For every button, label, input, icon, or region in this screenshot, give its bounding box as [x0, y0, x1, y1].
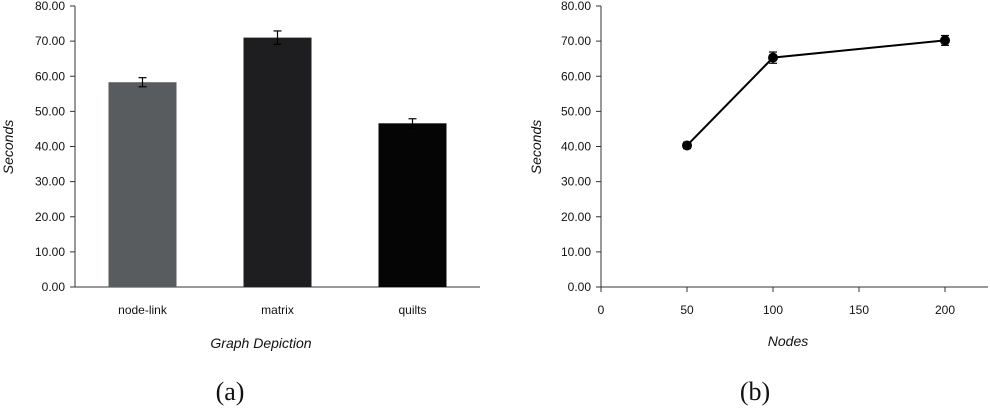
- line-chart-b: 0.00 10.00 20.00 30.00 40.00 50.00 60.00 70.00 8…: [528, 0, 988, 406]
- x-tick-label: 150: [849, 303, 869, 317]
- x-ticks-a: node-link matrix quilts: [118, 303, 426, 317]
- x-tick-label: matrix: [261, 303, 294, 317]
- caption-b: (b): [740, 377, 770, 406]
- y-tick-label: 60.00: [561, 69, 591, 83]
- y-tick-label: 20.00: [35, 210, 65, 224]
- y-tick-label: 70.00: [35, 34, 65, 48]
- data-point: [682, 140, 692, 151]
- y-tick-label: 10.00: [561, 245, 591, 259]
- y-tick-label: 70.00: [561, 34, 591, 48]
- bar: [243, 37, 312, 287]
- bar: [108, 82, 177, 287]
- x-tick-label: quilts: [398, 303, 426, 317]
- error-bar: [273, 30, 282, 45]
- data-point: [940, 35, 950, 46]
- y-tick-label: 40.00: [561, 140, 591, 154]
- caption-a: (a): [216, 377, 245, 406]
- y-ticks-a: 0.00 10.00 20.00 30.00 40.00 50.00 60.00 70.00 8…: [35, 0, 75, 294]
- y-tick-label: 0.00: [568, 280, 592, 294]
- x-tick-label: 100: [763, 303, 783, 317]
- x-tick-label: 200: [935, 303, 955, 317]
- series-line: [686, 39, 946, 147]
- bar: [378, 123, 447, 287]
- y-tick-label: 80.00: [561, 0, 591, 13]
- y-tick-label: 40.00: [35, 140, 65, 154]
- y-tick-label: 20.00: [561, 210, 591, 224]
- y-tick-label: 50.00: [35, 104, 65, 118]
- error-bar: [138, 77, 147, 88]
- error-bar: [408, 118, 417, 129]
- series-b: [682, 34, 950, 151]
- x-axis-label-a: Graph Depiction: [210, 335, 311, 351]
- y-tick-label: 80.00: [35, 0, 65, 13]
- y-tick-label: 0.00: [42, 280, 66, 294]
- bar-chart-a: 0.00 10.00 20.00 30.00 40.00 50.00 60.00 70.00 8…: [0, 0, 480, 406]
- y-tick-label: 60.00: [35, 69, 65, 83]
- y-tick-label: 30.00: [561, 175, 591, 189]
- y-tick-label: 50.00: [561, 104, 591, 118]
- x-tick-label: 0: [598, 303, 605, 317]
- bars-a: [108, 30, 447, 287]
- x-ticks-b: 0 50 100 150 200: [598, 287, 955, 317]
- data-point: [768, 52, 778, 63]
- y-axis-label-b: Seconds: [528, 120, 544, 174]
- x-axis-label-b: Nodes: [768, 333, 808, 349]
- y-ticks-b: 0.00 10.00 20.00 30.00 40.00 50.00 60.00 70.00 8…: [561, 0, 601, 294]
- y-tick-label: 10.00: [35, 245, 65, 259]
- y-tick-label: 30.00: [35, 175, 65, 189]
- x-tick-label: node-link: [118, 303, 168, 317]
- y-axis-label-a: Seconds: [0, 120, 16, 174]
- x-tick-label: 50: [680, 303, 694, 317]
